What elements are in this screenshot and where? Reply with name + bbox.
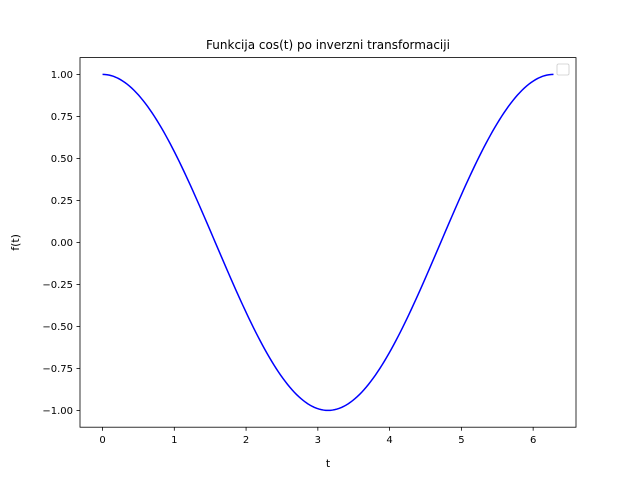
x-tick-label: 5	[458, 435, 464, 446]
y-tick-label: 0.00	[51, 238, 73, 249]
series-line-0	[102, 73, 554, 412]
y-axis-label: f(t)	[9, 234, 22, 251]
y-tick-label: 0.25	[51, 196, 73, 207]
x-axis-label: t	[326, 457, 331, 470]
x-tick-label: 3	[315, 435, 321, 446]
y-tick-label: 0.50	[51, 154, 73, 165]
x-tick-label: 1	[171, 435, 177, 446]
x-tick-label: 0	[99, 435, 105, 446]
y-tick-label: −0.75	[42, 364, 73, 375]
y-tick-label: −0.50	[42, 322, 73, 333]
x-tick-label: 2	[243, 435, 249, 446]
x-tick-label: 6	[530, 435, 536, 446]
y-tick-label: −0.25	[42, 280, 73, 291]
chart-title: Funkcija cos(t) po inverzni transformaci…	[206, 38, 450, 52]
y-tick-label: −1.00	[42, 406, 73, 417]
y-tick-label: 0.75	[51, 112, 73, 123]
y-tick-label: 1.00	[51, 70, 73, 81]
legend-box	[556, 63, 570, 76]
x-tick-label: 4	[386, 435, 392, 446]
